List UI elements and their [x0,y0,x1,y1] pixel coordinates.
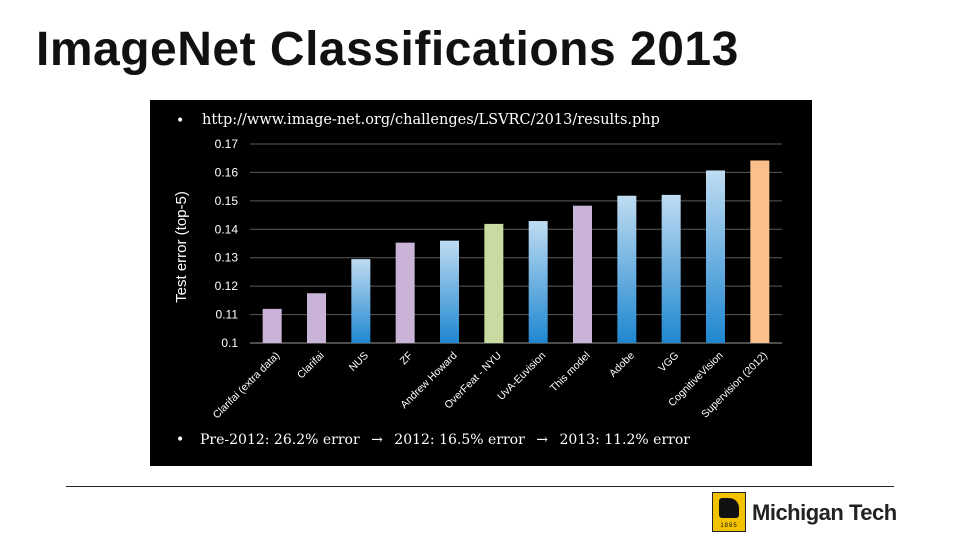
chart-panel: • http://www.image-net.org/challenges/LS… [150,100,812,466]
bar [528,221,548,343]
x-tick-label: Clarifai (extra data) [211,350,283,422]
x-tick-label: VGG [656,350,681,375]
bar [750,160,770,343]
y-tick-label: 0.12 [215,279,239,293]
husky-logo-icon: 1885 [712,492,746,532]
x-tick-label: ZF [398,350,416,368]
bar [484,223,504,343]
x-tick-label: Clarifai [295,350,327,382]
bar [661,194,681,343]
bar [706,170,725,343]
bullet-top-glyph: • [176,113,184,129]
bar [440,240,459,343]
y-tick-label: 0.1 [221,336,238,350]
y-tick-label: 0.14 [215,222,239,236]
bar [351,259,371,343]
bar [262,308,282,343]
y-tick-label: 0.17 [215,137,239,151]
pre-2012-text: Pre-2012: 26.2% error [200,432,360,448]
y-tick-label: 0.15 [215,194,239,208]
footer-divider [66,486,894,487]
bullet-bottom-glyph: • [176,432,184,448]
y-tick-label: 0.11 [216,308,239,322]
x-tick-label: Adobe [607,350,637,380]
bar [617,195,637,343]
brand-name: Michigan Tech [752,500,897,525]
bar [395,242,415,343]
slide-title: ImageNet Classifications 2013 [36,23,739,76]
error-2012-text: 2012: 16.5% error [394,432,525,448]
results-url: http://www.image-net.org/challenges/LSVR… [202,112,660,128]
y-tick-label: 0.13 [215,251,239,265]
y-axis-label: Test error (top-5) [173,191,190,303]
x-tick-label: NUS [347,350,371,374]
bar [307,293,326,343]
arrow-icon: → [536,432,548,448]
x-tick-label: This model [548,350,593,395]
bar [573,205,592,343]
error-2013-text: 2013: 11.2% error [559,432,690,448]
logo-year: 1885 [720,523,738,529]
y-tick-label: 0.16 [215,165,239,179]
arrow-icon: → [371,432,383,448]
error-history-line: Pre-2012: 26.2% error → 2012: 16.5% erro… [200,432,690,448]
bar-chart: • http://www.image-net.org/challenges/LS… [173,112,782,448]
